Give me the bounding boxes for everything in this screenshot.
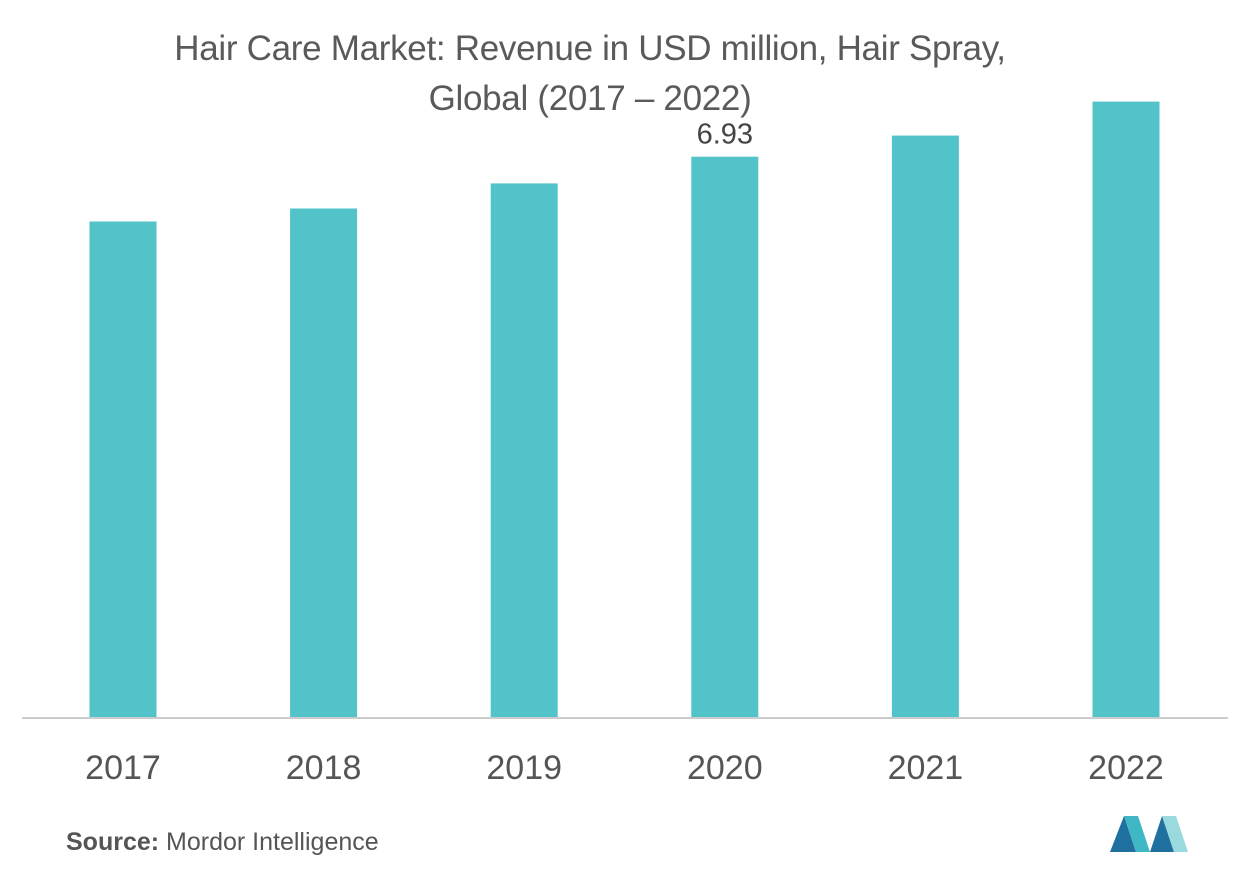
logo-shape-4 [1162,816,1188,852]
x-tick-label-2019: 2019 [486,749,562,787]
bar-2020 [691,156,759,718]
x-tick-label-2017: 2017 [85,749,161,787]
x-tick-label-2018: 2018 [286,749,362,787]
bar-2018 [290,208,358,718]
bar-2022 [1092,101,1160,719]
bar-2017 [89,221,157,718]
chart-title: Hair Care Market: Revenue in USD million… [40,24,1140,124]
source-value: Mordor Intelligence [166,828,379,856]
data-label-2020: 6.93 [697,119,753,151]
bar-2019 [490,183,558,718]
chart-title-line-2: Global (2017 – 2022) [428,79,752,118]
source-label: Source: [66,828,160,856]
logo-shape-3 [1150,816,1174,852]
mordor-intelligence-logo-icon [1110,816,1188,852]
bar-2021 [891,135,959,719]
bars-layer [89,101,1160,719]
x-tick-label-2020: 2020 [687,749,763,787]
x-tick-label-2022: 2022 [1088,749,1164,787]
x-tick-label-2021: 2021 [888,749,964,787]
logo-shape-2 [1124,816,1150,852]
logo-shape-1 [1110,816,1136,852]
labels-layer: 2017 2018 2019 2020 6.93 2021 2022 [85,119,1164,787]
chart-title-line-1: Hair Care Market: Revenue in USD million… [174,29,1006,68]
source-note: Source: Mordor Intelligence [66,828,379,857]
